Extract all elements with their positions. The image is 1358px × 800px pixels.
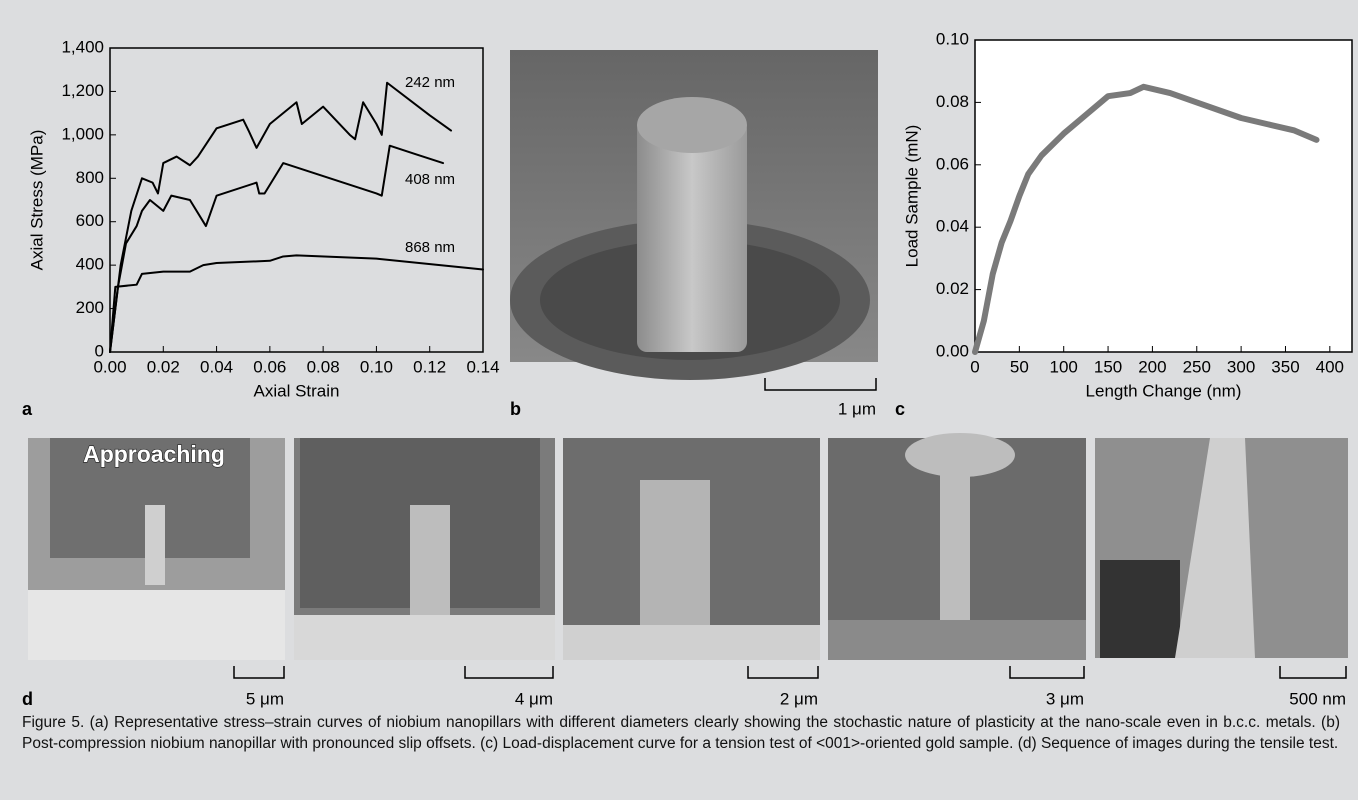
x-tick-label: 150 <box>1094 357 1122 376</box>
scale-bar-label: 4 μm <box>515 689 553 708</box>
y-tick-label: 0.02 <box>936 279 969 298</box>
y-tick-label: 800 <box>76 168 104 187</box>
panel-label: c <box>895 399 905 419</box>
x-tick-label: 50 <box>1010 357 1029 376</box>
y-tick-label: 0 <box>95 341 104 360</box>
figure: Approaching a b c d 1 μm 5 μm 4 μm 2 μm … <box>22 29 1353 709</box>
sem-sequence-d <box>28 433 1348 660</box>
image-label: Approaching <box>83 441 225 467</box>
y-tick-label: 0.00 <box>936 341 969 360</box>
scale-bar-label: 3 μm <box>1046 689 1084 708</box>
plot-frame <box>974 39 1353 353</box>
x-axis-label: Axial Strain <box>254 381 340 400</box>
scale-bar <box>764 378 877 391</box>
y-tick-label: 0.06 <box>936 154 969 173</box>
data-line <box>109 254 484 353</box>
y-tick-label: 1,400 <box>61 37 104 56</box>
y-tick-label: 1,200 <box>61 81 104 100</box>
x-tick-label: 0.10 <box>360 357 393 376</box>
data-line <box>972 83 1320 355</box>
data-line <box>109 81 453 353</box>
y-tick-label: 600 <box>76 211 104 230</box>
scale-bar-label: 500 nm <box>1289 689 1346 708</box>
y-tick-label: 0.10 <box>936 29 969 48</box>
x-tick-label: 100 <box>1050 357 1078 376</box>
y-tick-label: 0.08 <box>936 92 969 111</box>
caption: Figure 5. (a) Representative stress–stra… <box>22 714 1340 752</box>
x-tick-label: 0.04 <box>200 357 233 376</box>
x-tick-label: 400 <box>1316 357 1344 376</box>
data-line <box>109 144 445 353</box>
y-tick-label: 0.04 <box>936 217 969 236</box>
scale-bar-label: 2 μm <box>780 689 818 708</box>
scale-bar <box>1009 666 1085 679</box>
x-tick-label: 250 <box>1183 357 1211 376</box>
scale-bar <box>464 666 554 679</box>
y-tick-label: 1,000 <box>61 124 104 143</box>
x-tick-label: 0.00 <box>93 357 126 376</box>
x-tick-label: 0.12 <box>413 357 446 376</box>
scale-bar-label: 5 μm <box>246 689 284 708</box>
panel-label: d <box>22 689 33 709</box>
x-tick-label: 350 <box>1271 357 1299 376</box>
x-tick-label: 200 <box>1138 357 1166 376</box>
scale-bar <box>1279 666 1347 679</box>
panel-label: b <box>510 399 521 419</box>
panel-label: a <box>22 399 33 419</box>
series-label: 868 nm <box>405 239 455 256</box>
scale-bar-label: 1 μm <box>838 399 876 418</box>
y-axis-label: Load Sample (mN) <box>902 125 921 268</box>
plot-frame <box>109 47 484 353</box>
series-label: 408 nm <box>405 171 455 188</box>
x-tick-label: 0.06 <box>253 357 286 376</box>
x-tick-label: 0.02 <box>147 357 180 376</box>
x-tick-label: 0 <box>970 357 979 376</box>
x-tick-label: 0.14 <box>466 357 499 376</box>
y-axis-label: Axial Stress (MPa) <box>27 130 46 271</box>
x-tick-label: 300 <box>1227 357 1255 376</box>
series-label: 242 nm <box>405 74 455 91</box>
y-tick-label: 200 <box>76 298 104 317</box>
x-tick-label: 0.08 <box>307 357 340 376</box>
sem-image-b <box>510 50 878 380</box>
scale-bar <box>233 666 285 679</box>
y-tick-label: 400 <box>76 255 104 274</box>
scale-bar <box>747 666 819 679</box>
x-axis-label: Length Change (nm) <box>1086 381 1242 400</box>
